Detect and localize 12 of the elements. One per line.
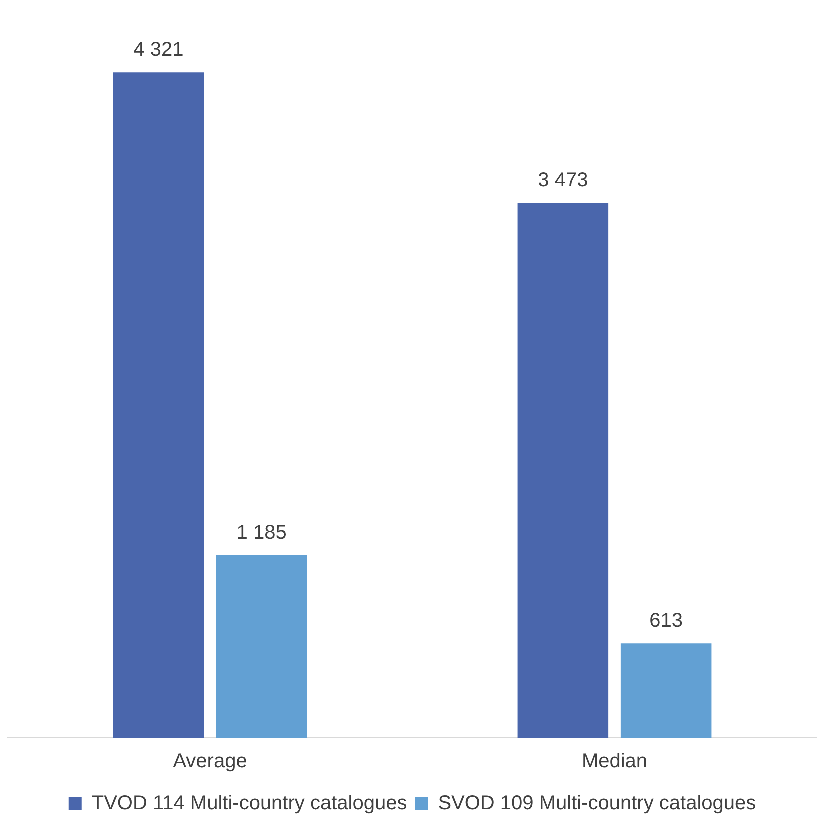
bar: [113, 72, 204, 738]
data-label: 613: [650, 610, 684, 632]
x-tick-label: Median: [582, 750, 648, 773]
bar: [620, 644, 712, 738]
legend-label: SVOD 109 Multi-country catalogues: [438, 792, 756, 815]
data-label: 1 185: [236, 522, 287, 544]
data-label: 4 321: [134, 39, 184, 62]
bar: [216, 556, 308, 738]
legend-label: TVOD 114 Multi-country catalogues: [92, 792, 408, 815]
data-label: 3 473: [538, 170, 588, 192]
bar: [518, 203, 609, 738]
x-tick-label: Average: [173, 750, 248, 773]
